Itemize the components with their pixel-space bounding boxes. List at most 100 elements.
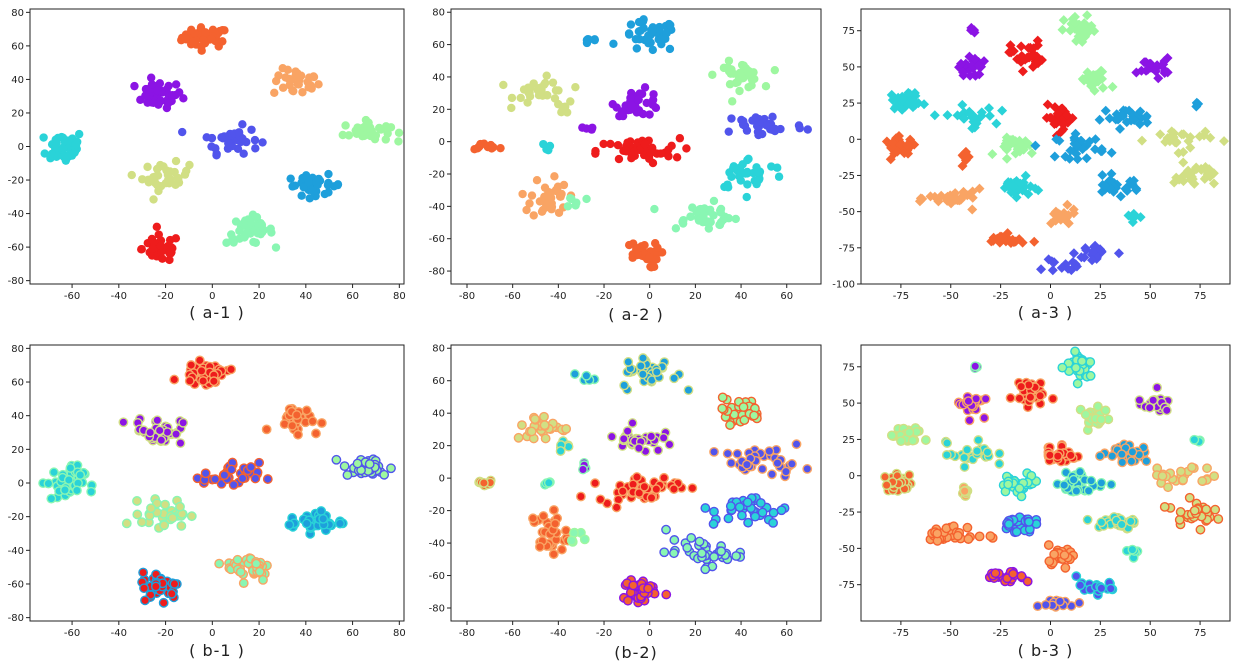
cluster-3 bbox=[555, 436, 574, 456]
data-point bbox=[179, 94, 188, 103]
data-point bbox=[909, 87, 920, 98]
data-point bbox=[537, 207, 547, 216]
data-point bbox=[247, 219, 256, 228]
y-tick-label: -40 bbox=[8, 209, 24, 220]
data-point bbox=[709, 551, 719, 562]
x-tick-label: -50 bbox=[943, 628, 959, 639]
data-point bbox=[739, 415, 750, 425]
data-point bbox=[627, 101, 636, 110]
data-point bbox=[686, 533, 697, 543]
data-point bbox=[748, 68, 757, 77]
data-point bbox=[634, 95, 643, 105]
data-point bbox=[232, 554, 243, 565]
data-point bbox=[942, 110, 953, 121]
data-point bbox=[634, 27, 644, 36]
data-point bbox=[566, 97, 575, 106]
data-point bbox=[49, 467, 59, 478]
data-point bbox=[1126, 456, 1137, 467]
x-tick-label: -40 bbox=[111, 291, 127, 302]
data-point bbox=[722, 448, 733, 459]
data-point bbox=[289, 86, 298, 96]
data-point bbox=[1173, 148, 1184, 159]
data-point bbox=[646, 492, 657, 503]
panel-caption: ( b-1 ) bbox=[189, 641, 245, 660]
data-point bbox=[613, 494, 624, 505]
data-point bbox=[976, 110, 987, 121]
data-point bbox=[1070, 18, 1081, 29]
y-tick-label: -75 bbox=[839, 580, 855, 591]
cluster-8 bbox=[1043, 440, 1083, 467]
data-point bbox=[1098, 82, 1109, 93]
data-point bbox=[613, 140, 623, 150]
data-point bbox=[618, 433, 629, 444]
data-point bbox=[1060, 562, 1071, 573]
data-point bbox=[261, 424, 272, 435]
data-point bbox=[984, 103, 995, 114]
data-point bbox=[1080, 243, 1091, 254]
data-point bbox=[980, 393, 991, 404]
data-point bbox=[1048, 393, 1058, 404]
data-point bbox=[60, 485, 70, 495]
data-point bbox=[519, 85, 529, 94]
plot-frame bbox=[450, 8, 822, 285]
cluster-15 bbox=[1152, 462, 1220, 493]
data-point bbox=[207, 142, 216, 151]
cluster-7 bbox=[929, 99, 1008, 134]
data-point bbox=[726, 69, 735, 78]
data-point bbox=[624, 240, 634, 250]
data-point bbox=[686, 212, 695, 221]
data-point bbox=[285, 75, 294, 85]
cluster-1 bbox=[118, 413, 189, 449]
data-point bbox=[1191, 162, 1202, 173]
data-point bbox=[1071, 362, 1081, 373]
data-point bbox=[553, 182, 563, 191]
data-point bbox=[1070, 346, 1080, 357]
x-tick-label: -80 bbox=[459, 291, 475, 302]
data-point bbox=[725, 501, 736, 512]
data-point bbox=[224, 138, 233, 148]
data-point bbox=[653, 243, 662, 252]
y-tick-label: -50 bbox=[839, 207, 855, 218]
data-point bbox=[1096, 517, 1107, 528]
data-point bbox=[582, 194, 591, 204]
y-tick-label: 40 bbox=[11, 411, 24, 422]
data-point bbox=[666, 20, 675, 30]
y-tick-label: -80 bbox=[8, 276, 24, 287]
data-point bbox=[967, 123, 978, 134]
data-point bbox=[301, 518, 312, 529]
data-point bbox=[631, 34, 641, 44]
data-point bbox=[46, 493, 57, 504]
data-point bbox=[157, 247, 166, 257]
y-tick-label: 40 bbox=[432, 409, 445, 420]
data-point bbox=[1131, 67, 1142, 78]
data-point bbox=[143, 162, 152, 172]
data-point bbox=[994, 458, 1005, 469]
data-point bbox=[176, 520, 187, 531]
data-point bbox=[1005, 40, 1016, 51]
data-point bbox=[1135, 212, 1146, 223]
data-point bbox=[270, 88, 279, 97]
y-tick-label: -20 bbox=[8, 512, 24, 523]
data-point bbox=[507, 103, 516, 113]
data-point bbox=[638, 353, 648, 363]
panel-caption: (b-2) bbox=[614, 643, 658, 662]
data-point bbox=[246, 462, 256, 472]
data-point bbox=[200, 468, 211, 479]
data-point bbox=[1157, 471, 1168, 481]
data-point bbox=[1155, 129, 1166, 140]
cluster-7 bbox=[286, 169, 343, 203]
data-point bbox=[182, 166, 191, 176]
data-point bbox=[897, 94, 908, 105]
data-point bbox=[643, 583, 653, 594]
data-point bbox=[293, 69, 302, 78]
data-point bbox=[908, 95, 919, 106]
data-point bbox=[175, 438, 186, 449]
data-point bbox=[1186, 462, 1197, 473]
data-point bbox=[1014, 234, 1025, 245]
data-point bbox=[757, 464, 768, 474]
cluster-6 bbox=[886, 423, 931, 447]
cluster-19 bbox=[914, 183, 985, 215]
data-point bbox=[1077, 356, 1087, 367]
x-tick-label: -60 bbox=[64, 291, 80, 302]
data-point bbox=[539, 80, 549, 90]
